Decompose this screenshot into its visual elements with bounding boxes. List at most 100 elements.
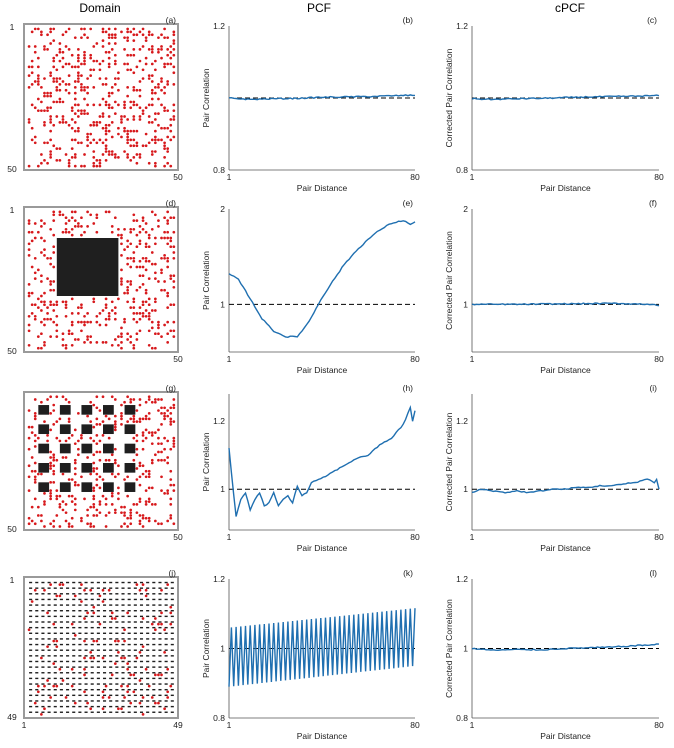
- agent-point: [144, 259, 148, 263]
- obstacle: [35, 655, 39, 657]
- obstacle: [78, 711, 82, 713]
- agent-point: [126, 288, 129, 292]
- agent-point: [154, 138, 157, 142]
- agent-point: [166, 210, 170, 214]
- obstacle: [133, 615, 137, 618]
- agent-point: [77, 129, 80, 133]
- agent-point: [147, 516, 151, 520]
- agent-point: [77, 59, 80, 63]
- agent-point: [160, 475, 163, 479]
- obstacle: [96, 632, 100, 634]
- obstacle: [66, 610, 70, 612]
- agent-point: [40, 161, 43, 165]
- x-tick-label: 80: [410, 354, 420, 364]
- obstacle: [90, 649, 94, 651]
- agent-point: [77, 115, 80, 118]
- obstacle: [139, 672, 144, 674]
- agent-point: [169, 239, 173, 243]
- agent-point: [104, 144, 108, 148]
- obstacle: [139, 593, 144, 595]
- agent-point: [98, 503, 102, 506]
- agent-point: [147, 343, 151, 347]
- agent-point: [172, 71, 176, 75]
- agent-point: [95, 395, 99, 399]
- obstacle: [53, 610, 57, 612]
- agent-point: [135, 453, 139, 457]
- agent-point: [135, 65, 139, 69]
- agent-point: [147, 411, 151, 415]
- agent-point: [95, 467, 99, 470]
- obstacle: [115, 694, 119, 697]
- agent-point: [73, 164, 77, 168]
- agent-point: [160, 673, 163, 677]
- agent-point: [169, 611, 173, 615]
- obstacle: [72, 672, 76, 674]
- obstacle: [170, 593, 174, 595]
- obstacle: [109, 598, 113, 601]
- obstacle: [139, 610, 144, 612]
- agent-point: [154, 59, 157, 63]
- agent-point: [117, 132, 120, 136]
- agent-point: [126, 85, 129, 89]
- agent-point: [147, 519, 151, 523]
- agent-point: [141, 645, 145, 649]
- agent-point: [154, 150, 157, 153]
- agent-point: [129, 53, 133, 57]
- y-tick-label: 1: [463, 644, 468, 654]
- obstacle: [72, 683, 76, 685]
- agent-point: [92, 222, 96, 225]
- agent-point: [33, 480, 37, 484]
- agent-point: [101, 690, 105, 694]
- agent-point: [104, 30, 108, 34]
- agent-point: [55, 100, 59, 104]
- obstacle: [59, 655, 63, 657]
- agent-point: [101, 478, 105, 481]
- obstacle: [66, 621, 70, 623]
- agent-point: [144, 222, 148, 225]
- agent-point: [120, 684, 123, 688]
- agent-point: [150, 458, 154, 462]
- agent-point: [166, 439, 170, 443]
- agent-point: [113, 423, 117, 426]
- agent-point: [141, 447, 145, 451]
- obstacle: [152, 598, 156, 601]
- obstacle: [146, 660, 150, 663]
- obstacle: [78, 677, 82, 680]
- agent-point: [126, 338, 129, 341]
- agent-point: [147, 103, 151, 107]
- obstacle: [84, 643, 88, 646]
- obstacle: [103, 705, 107, 708]
- agent-point: [120, 417, 123, 421]
- agent-point: [138, 497, 142, 501]
- agent-point: [172, 439, 176, 443]
- obstacle: [139, 705, 144, 708]
- obstacle: [41, 587, 45, 589]
- agent-point: [172, 285, 176, 289]
- y-tick-label: 1: [463, 484, 468, 494]
- obstacle: [146, 632, 150, 634]
- agent-point: [150, 461, 154, 465]
- agent-point: [163, 106, 166, 110]
- agent-point: [61, 50, 65, 54]
- agent-point: [172, 118, 176, 121]
- agent-point: [163, 164, 166, 168]
- agent-point: [33, 469, 37, 473]
- agent-point: [52, 403, 56, 407]
- agent-point: [172, 245, 176, 249]
- agent-point: [30, 303, 34, 307]
- obstacle: [72, 626, 76, 629]
- agent-point: [86, 611, 89, 615]
- agent-point: [132, 227, 136, 231]
- agent-point: [120, 414, 123, 418]
- obstacle: [96, 688, 100, 691]
- obstacle: [121, 621, 125, 623]
- obstacle: [41, 638, 45, 640]
- obstacle: [164, 694, 168, 697]
- agent-point: [172, 398, 176, 401]
- obstacle: [133, 593, 137, 595]
- agent-point: [129, 280, 133, 283]
- agent-point: [67, 83, 71, 86]
- agent-point: [33, 398, 37, 401]
- agent-point: [172, 42, 176, 45]
- agent-point: [150, 103, 154, 107]
